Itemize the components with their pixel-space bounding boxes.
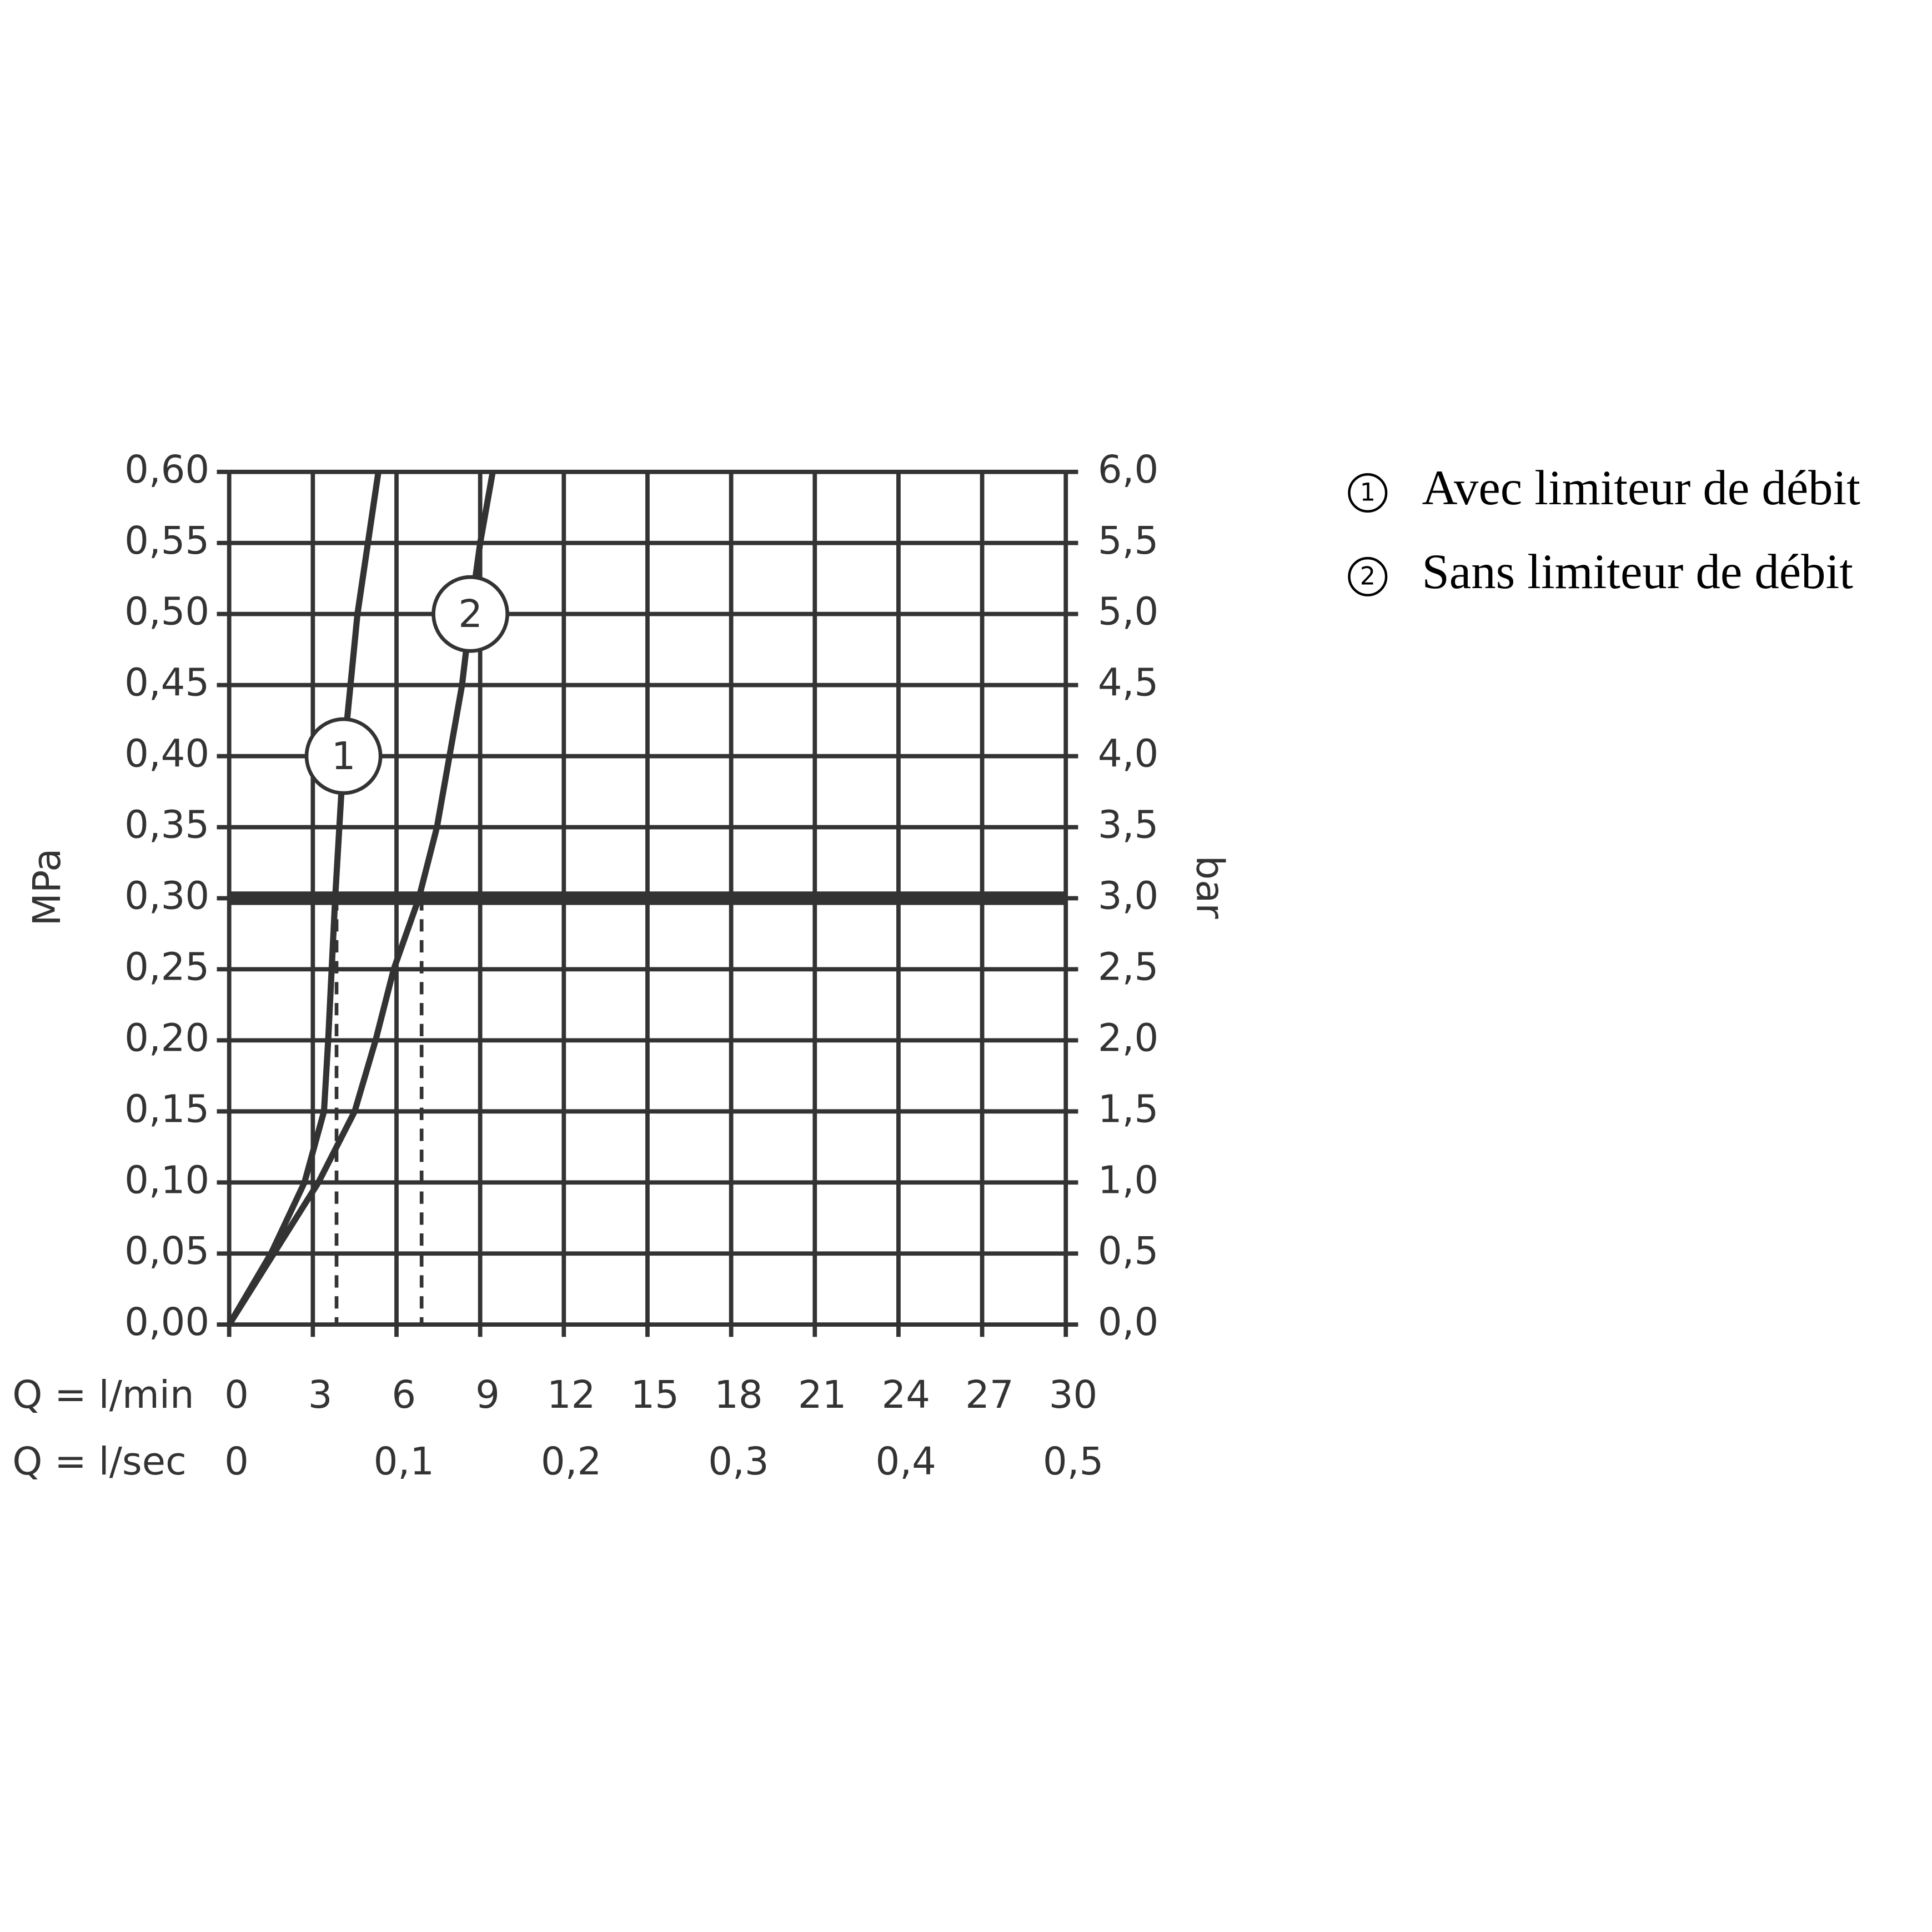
y-tick-label: 0,00 (124, 1300, 209, 1344)
y-tick-label: 0,25 (124, 945, 209, 989)
curve (226, 471, 382, 1326)
y2-tick-label: 1,5 (1098, 1087, 1158, 1131)
y2-tick-label: 4,5 (1098, 661, 1158, 705)
legend-marker: 1 (1360, 479, 1376, 507)
legend-label: Avec limiteur de débit (1422, 461, 1860, 515)
x-axis-label: Q = l/min (12, 1373, 194, 1417)
y-tick-label: 0,50 (124, 590, 209, 634)
y-tick-label: 0,30 (124, 874, 209, 919)
legend-marker-circle (1348, 556, 1388, 596)
curve-label: 2 (458, 592, 483, 636)
y2-tick-label: 2,5 (1098, 945, 1158, 989)
y2-tick-label: 2,0 (1098, 1016, 1158, 1060)
y-tick-label: 0,55 (124, 519, 209, 563)
y2-tick-label: 0,0 (1098, 1300, 1158, 1344)
y-tick-label: 0,40 (124, 732, 209, 776)
x2-tick-label: 0 (224, 1439, 249, 1484)
x-tick-label: 27 (965, 1373, 1014, 1417)
x2-tick-label: 0,1 (374, 1439, 434, 1484)
y2-tick-label: 4,0 (1098, 732, 1158, 776)
x-tick-label: 18 (714, 1373, 763, 1417)
y2-tick-label: 5,5 (1098, 519, 1158, 563)
y-tick-label: 0,20 (124, 1016, 209, 1060)
y-tick-label: 0,05 (124, 1229, 209, 1273)
y2-axis-label: bar (1187, 855, 1232, 919)
x-tick-label: 12 (547, 1373, 596, 1417)
curve-label: 1 (332, 734, 356, 779)
x-tick-label: 6 (392, 1373, 416, 1417)
y-tick-label: 0,10 (124, 1158, 209, 1202)
y-axis-label: MPa (25, 849, 69, 926)
x-tick-label: 15 (631, 1373, 680, 1417)
y-tick-label: 0,45 (124, 661, 209, 705)
legend-marker: 2 (1360, 563, 1376, 591)
x-tick-label: 3 (308, 1373, 333, 1417)
y2-tick-label: 0,5 (1098, 1229, 1158, 1273)
y-tick-label: 0,15 (124, 1087, 209, 1131)
x2-tick-label: 0,5 (1043, 1439, 1103, 1484)
y2-tick-label: 5,0 (1098, 590, 1158, 634)
x-tick-label: 30 (1049, 1373, 1098, 1417)
x-tick-label: 21 (798, 1373, 847, 1417)
y-tick-label: 0,35 (124, 803, 209, 847)
y2-tick-label: 6,0 (1098, 448, 1158, 492)
x2-axis-label: Q = l/sec (12, 1439, 187, 1484)
curve-label-circle (431, 575, 509, 653)
legend-marker-circle (1348, 473, 1388, 513)
x-tick-label: 9 (475, 1373, 500, 1417)
x2-tick-label: 0,3 (708, 1439, 769, 1484)
y-tick-label: 0,60 (124, 448, 209, 492)
y2-tick-label: 1,0 (1098, 1158, 1158, 1202)
x-tick-label: 24 (881, 1373, 930, 1417)
x2-tick-label: 0,4 (876, 1439, 936, 1484)
x-tick-label: 0 (224, 1373, 249, 1417)
curve-label-circle (304, 717, 383, 795)
legend-label: Sans limiteur de débit (1422, 545, 1853, 599)
y2-tick-label: 3,0 (1098, 874, 1158, 919)
y2-tick-label: 3,5 (1098, 803, 1158, 847)
x2-tick-label: 0,2 (541, 1439, 601, 1484)
